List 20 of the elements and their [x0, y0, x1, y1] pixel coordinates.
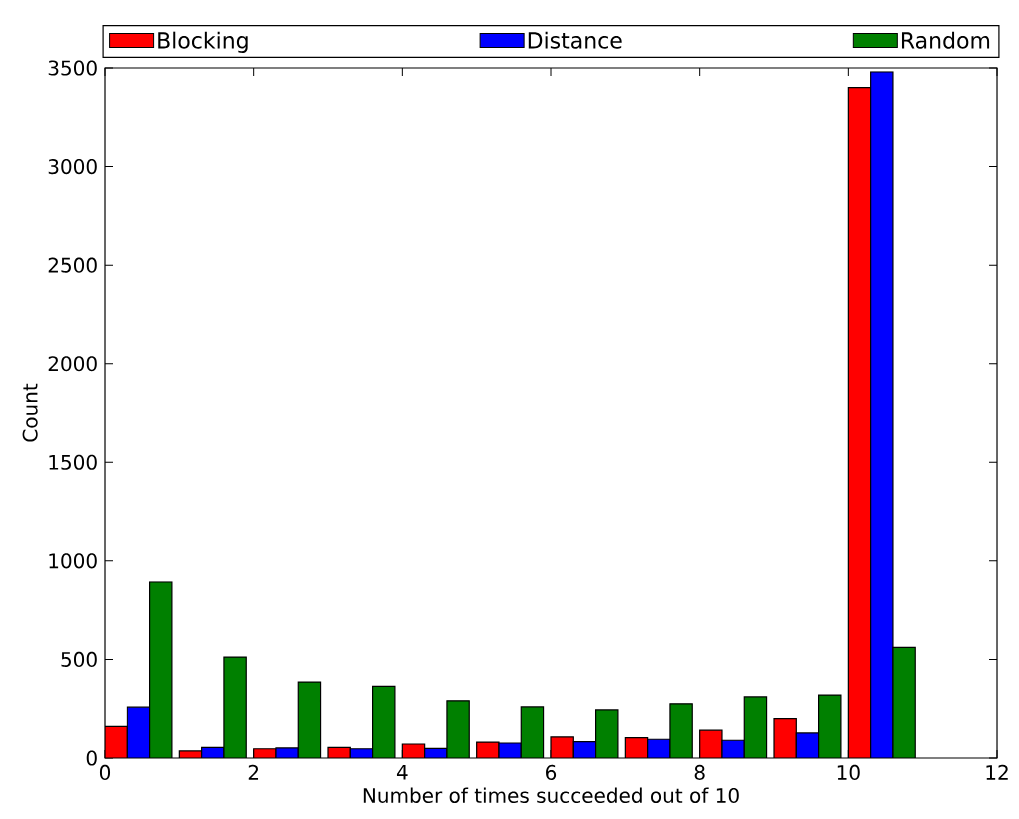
x-tick-label: 4 [396, 764, 408, 780]
legend-label: Distance [528, 31, 622, 49]
y-tick-label: 3500 [48, 60, 97, 76]
x-tick-label: 6 [546, 764, 557, 780]
y-tick-label: 2500 [48, 257, 97, 273]
legend-label: Random [901, 31, 990, 49]
y-tick-label: 1500 [49, 454, 97, 470]
y-tick-label: 3000 [48, 159, 97, 175]
y-axis-title: Count [22, 383, 38, 442]
x-tick-label: 12 [986, 764, 1008, 780]
x-tick-label: 2 [248, 764, 259, 780]
x-axis-title: Number of times succeeded out of 10 [363, 787, 739, 803]
y-tick-label: 1000 [49, 553, 97, 569]
x-tick-label: 10 [837, 764, 860, 780]
x-tick-label: 8 [694, 764, 705, 780]
y-tick-label: 0 [86, 750, 97, 766]
legend-label: Blocking [158, 31, 248, 53]
y-tick-label: 500 [61, 651, 97, 667]
x-tick-label: 0 [99, 764, 111, 780]
y-tick-label: 2000 [48, 356, 97, 372]
